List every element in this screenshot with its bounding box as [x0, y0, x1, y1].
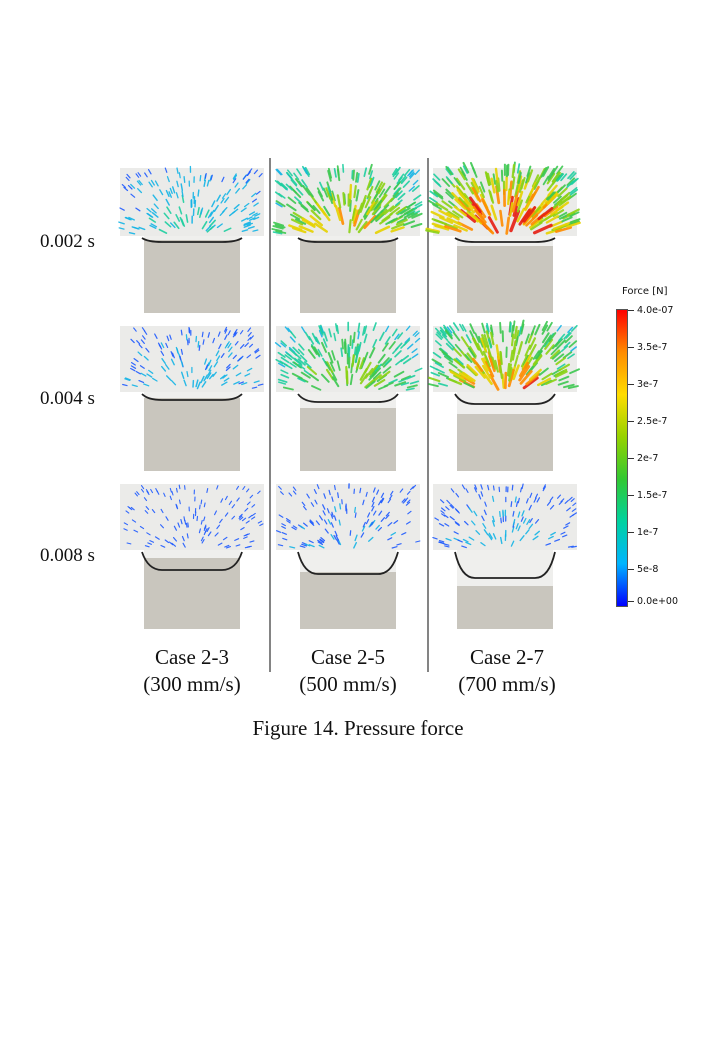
piston-block [144, 240, 240, 313]
time-label-0-008: 0.008 s [40, 545, 95, 566]
time-label-0-002: 0.002 s [40, 231, 95, 252]
free-surface-line [297, 551, 399, 575]
case-speed: (700 mm/s) [458, 672, 556, 696]
fluid-region [276, 484, 420, 550]
free-surface-line [454, 393, 556, 405]
piston-block [457, 246, 553, 313]
force-vectors [123, 484, 264, 549]
free-surface-line [454, 551, 556, 579]
force-vectors [122, 326, 264, 390]
colorbar-tick: 1.5e-7 [628, 491, 667, 501]
free-surface-line [297, 393, 399, 403]
colorbar-tick: 3e-7 [628, 380, 658, 390]
piston-block [457, 586, 553, 629]
free-surface-line [297, 237, 399, 243]
free-surface-line [141, 237, 243, 243]
piston-block [300, 572, 396, 629]
case-label-2-7: Case 2-7 (700 mm/s) [422, 644, 592, 698]
colorbar-gradient [616, 309, 628, 607]
force-vectors [271, 163, 423, 235]
free-surface-line [141, 393, 243, 401]
panel-r2-c3 [428, 319, 580, 471]
colorbar-tick: 1e-7 [628, 528, 658, 538]
colorbar-tick: 3.5e-7 [628, 343, 667, 353]
force-vectors [425, 161, 581, 235]
panel-r3-c1 [120, 484, 264, 629]
piston-block [144, 398, 240, 471]
panel-r2-c1 [120, 326, 264, 471]
case-label-2-3: Case 2-3 (300 mm/s) [107, 644, 277, 698]
figure-caption: Figure 14. Pressure force [252, 716, 464, 740]
piston-block [144, 558, 240, 629]
piston-block [300, 408, 396, 471]
panel-r3-c3 [432, 483, 577, 629]
colorbar-tick: 2e-7 [628, 454, 658, 464]
panel-r3-c2 [276, 483, 421, 629]
case-name: Case 2-5 [310, 645, 386, 669]
case-speed: (500 mm/s) [299, 672, 397, 696]
force-vectors [432, 483, 577, 549]
force-vectors [274, 321, 423, 391]
free-surface-line [141, 551, 243, 571]
force-vectors [276, 483, 421, 549]
force-vectors [428, 319, 580, 391]
colorbar-tick: 0.0e+00 [628, 597, 678, 607]
panel-r1-c2 [271, 163, 423, 313]
panel-r1-c3 [425, 161, 581, 313]
colorbar-tick: 5e-8 [628, 565, 658, 575]
colorbar-tick: 4.0e-07 [628, 306, 673, 316]
case-label-2-5: Case 2-5 (500 mm/s) [263, 644, 433, 698]
colorbar-title: Force [N] [622, 286, 668, 297]
piston-block [300, 240, 396, 313]
time-label-0-004: 0.004 s [40, 388, 95, 409]
case-name: Case 2-7 [469, 645, 545, 669]
panel-r1-c1 [118, 165, 264, 313]
panel-r2-c2 [274, 321, 423, 471]
case-name: Case 2-3 [154, 645, 230, 669]
free-surface-line [454, 237, 556, 243]
case-speed: (300 mm/s) [143, 672, 241, 696]
colorbar-tick: 2.5e-7 [628, 417, 667, 427]
piston-block [457, 414, 553, 471]
force-vectors [118, 165, 263, 235]
